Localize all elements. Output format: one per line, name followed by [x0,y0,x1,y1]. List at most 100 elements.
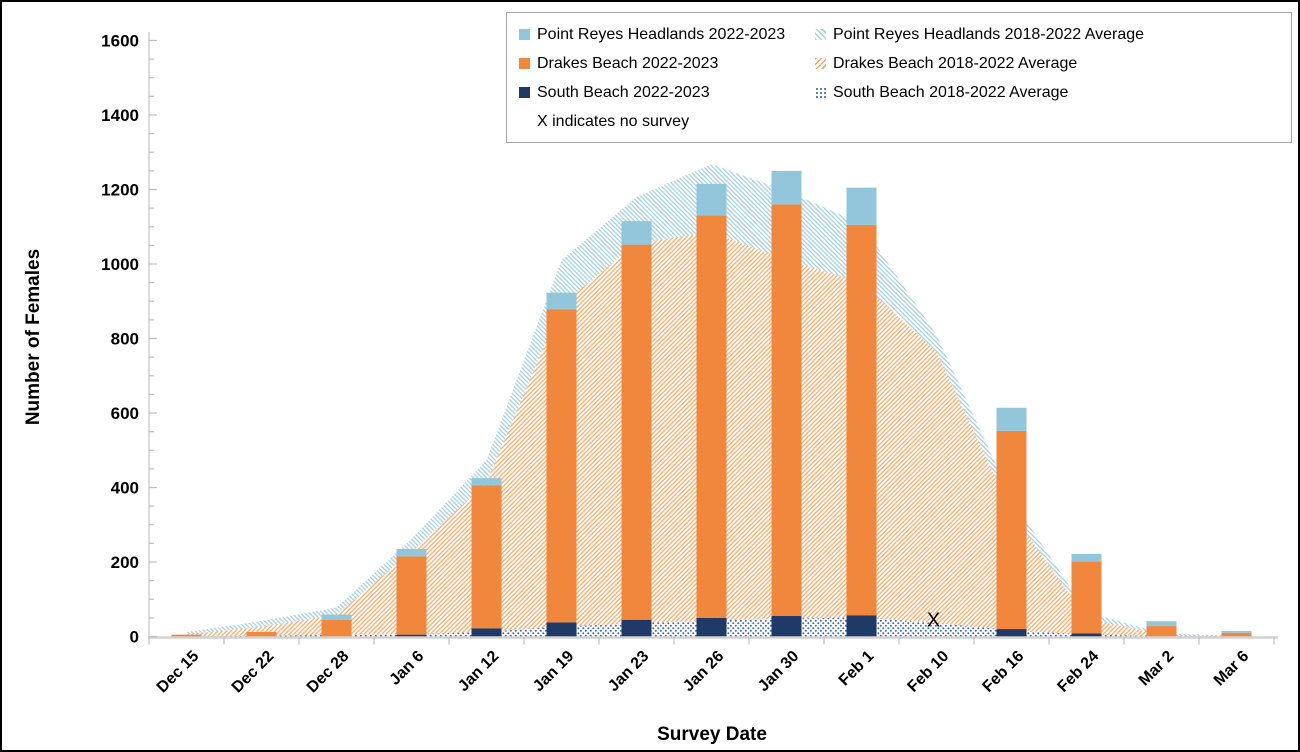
bar-segment [321,619,352,637]
bar-segment [771,170,802,205]
legend-label: Drakes Beach 2022-2023 [537,54,719,72]
bar-segment [1221,632,1252,637]
legend-item: South Beach 2018-2022 Average [815,78,1281,107]
y-tick-label: 1000 [101,255,139,274]
legend-label: X indicates no survey [537,112,690,130]
bar-segment [996,407,1027,431]
legend-item: South Beach 2022-2023 [519,78,815,107]
bar-segment [846,224,877,616]
bar-group-dec-22 [246,632,277,637]
bar-segment [546,292,577,310]
x-tick-label: Feb 16 [979,648,1027,696]
legend-item: Drakes Beach 2018-2022 Average [815,49,1281,78]
x-tick-label: Jan 26 [680,648,727,695]
bars-2022-2023 [171,170,1252,637]
legend-label: Point Reyes Headlands 2018-2022 Average [833,25,1145,43]
x-tick-label: Mar 2 [1136,648,1178,690]
chart-legend: Point Reyes Headlands 2022-2023 Drakes Be… [506,12,1292,143]
bar-segment [696,617,727,637]
legend-swatch-icon [815,29,826,40]
no-survey-marker: X [927,610,940,632]
x-tick-label: Dec 15 [154,648,203,697]
bar-segment [471,478,502,486]
x-tick-label: Dec 22 [229,648,278,697]
y-axis-title: Number of Females [23,248,44,426]
bar-segment [171,634,202,637]
legend-label: Drakes Beach 2018-2022 Average [833,54,1078,72]
y-tick-label: 1200 [101,181,139,200]
y-tick-label: 0 [130,628,139,647]
bar-segment [321,614,352,620]
legend-label: Point Reyes Headlands 2022-2023 [537,25,786,43]
x-tick-label: Jan 12 [455,648,502,695]
legend-item: Point Reyes Headlands 2018-2022 Average [815,20,1281,49]
bar-group-jan-23 [621,221,652,637]
bar-segment [621,221,652,245]
bar-group-dec-15 [171,634,202,637]
x-tick-label: Feb 1 [836,648,878,690]
legend-swatch-icon [815,87,826,98]
x-tick-label: Feb 10 [904,648,952,696]
bar-segment [996,629,1027,637]
legend-item: Point Reyes Headlands 2022-2023 [519,20,815,49]
y-tick-label: 200 [111,553,139,572]
x-tick-label: Jan 30 [755,648,802,695]
bar-segment [1071,561,1102,634]
x-tick-label: Jan 23 [605,648,652,695]
bar-segment [1146,621,1177,627]
bar-segment [1071,553,1102,562]
legend-column-2: Point Reyes Headlands 2018-2022 Average D… [815,20,1281,136]
bar-group-jan-12 [471,478,502,637]
bar-group-dec-28 [321,614,352,637]
bar-segment [846,615,877,637]
y-tick-label: 1600 [101,32,139,51]
bar-segment [621,619,652,637]
bar-segment [471,485,502,629]
bar-segment [996,430,1027,630]
legend-label: South Beach 2022-2023 [537,83,710,101]
x-tick-label: Dec 28 [304,648,353,697]
y-tick-label: 400 [111,479,139,498]
bar-segment [1146,626,1177,637]
y-tick-label: 800 [111,330,139,349]
bar-segment [696,215,727,618]
bar-segment [396,556,427,635]
legend-swatch-icon [519,58,530,69]
bar-segment [396,548,427,557]
bar-group-mar-6 [1221,630,1252,637]
legend-column-1: Point Reyes Headlands 2022-2023 Drakes Be… [519,20,815,136]
x-axis-title: Survey Date [657,724,767,745]
bar-segment [771,616,802,637]
legend-swatch-icon [519,87,530,98]
bar-segment [771,204,802,617]
bar-group-jan-30 [771,170,802,637]
bar-segment [696,183,727,216]
bar-segment [471,628,502,637]
bar-segment [1221,630,1252,633]
bar-group-jan-6 [396,548,427,637]
bar-segment [546,309,577,623]
legend-item: X indicates no survey [519,107,815,136]
bar-group-feb-1 [846,187,877,637]
bar-segment [246,632,277,637]
x-tick-label: Feb 24 [1054,648,1102,696]
legend-label: South Beach 2018-2022 Average [833,83,1069,101]
bar-segment [546,622,577,637]
x-tick-label: Mar 6 [1211,648,1253,690]
bar-group-jan-26 [696,183,727,637]
bar-group-feb-16 [996,407,1027,637]
bar-segment [846,187,877,225]
bar-segment [621,244,652,620]
legend-swatch-icon [815,58,826,69]
legend-swatch-icon [519,29,530,40]
bar-segment [396,634,427,637]
x-tick-label: Jan 19 [530,648,577,695]
x-tick-label: Jan 6 [386,648,427,689]
y-tick-label: 1400 [101,106,139,125]
bar-group-mar-2 [1146,621,1177,637]
bar-group-jan-19 [546,292,577,637]
legend-item: Drakes Beach 2022-2023 [519,49,815,78]
bar-segment [1071,633,1102,637]
